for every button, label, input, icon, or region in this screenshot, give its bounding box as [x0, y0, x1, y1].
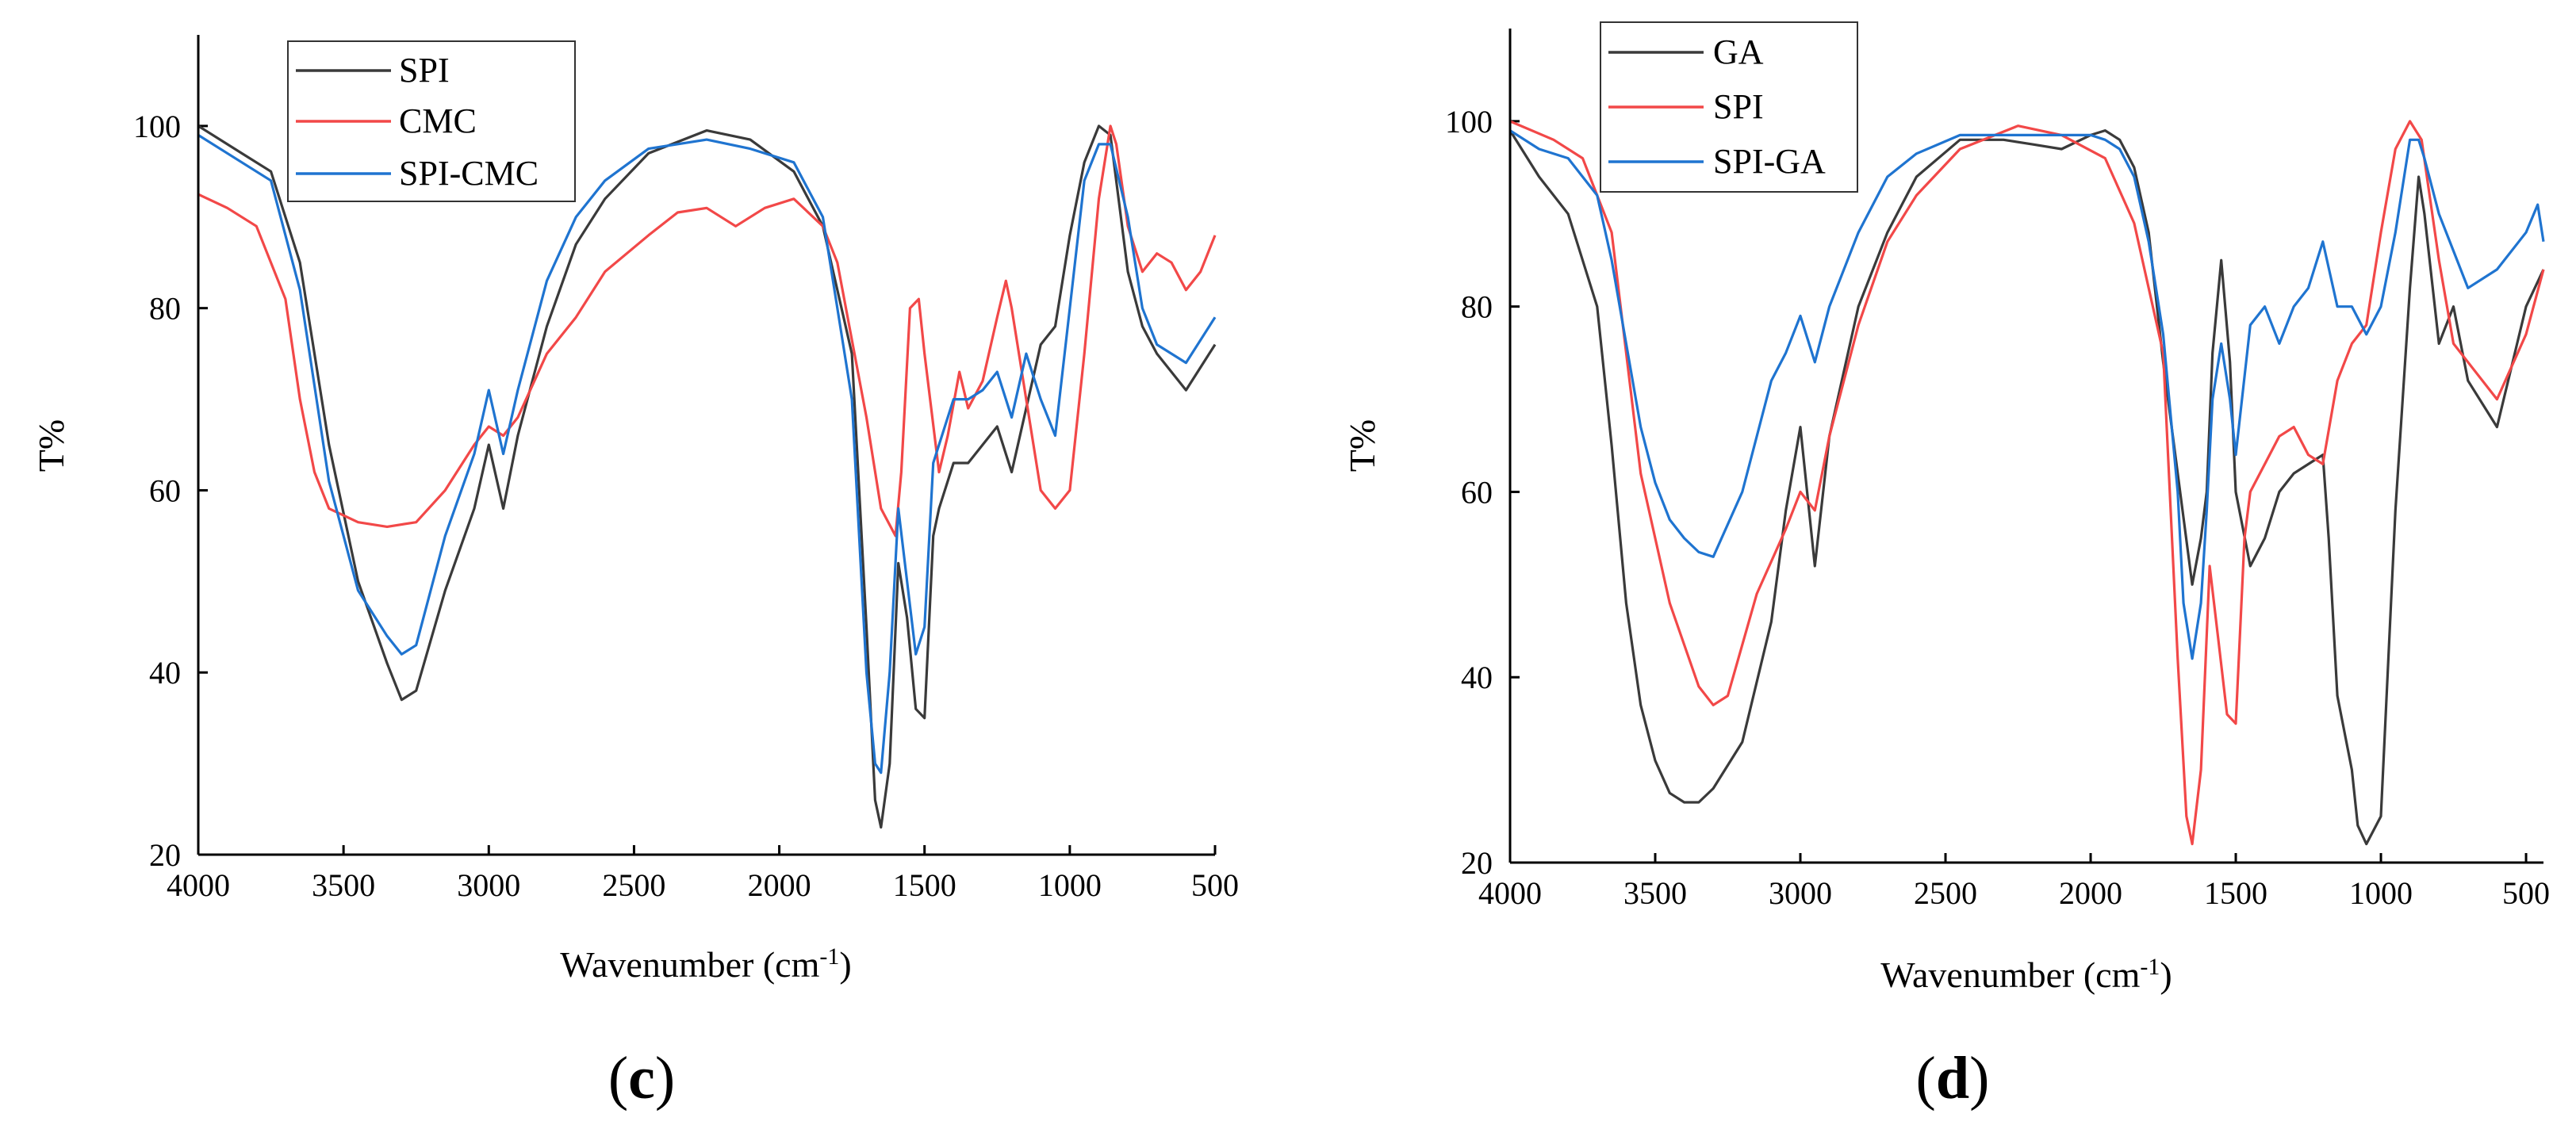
panel-c-plot	[197, 124, 1217, 829]
panel-d-xtick-label: 4000	[1478, 875, 1542, 911]
panel-d-y-axis-label: T%	[1342, 419, 1382, 472]
panel-c-legend-label-spi-cmc: SPI-CMC	[399, 154, 539, 193]
panel-d-ytick-label: 40	[1461, 660, 1493, 695]
panel-c-ytick-label: 80	[149, 291, 181, 327]
panel-d-xtick-label: 500	[2502, 875, 2550, 911]
panel-d-xtick-label: 2000	[2059, 875, 2122, 911]
panel-c-legend: SPI CMC SPI-CMC	[287, 40, 576, 202]
panel-d-ytick-label: 80	[1461, 289, 1493, 325]
panel-d-legend-label-spi: SPI	[1713, 87, 1764, 126]
panel-d-ytick-labels: 20 40 60 80 100	[1445, 104, 1493, 881]
panel-c-xtick-label: 2500	[602, 867, 665, 903]
panel-d-xtick-label: 1500	[2204, 875, 2267, 911]
panel-c-xtick-label: 1000	[1038, 867, 1102, 903]
panel-c-xtick-label: 3000	[457, 867, 520, 903]
panel-d-x-axis-label-sup: -1	[2140, 954, 2160, 980]
panel-c-ytick-label: 100	[133, 109, 181, 144]
panel-c-series-spi-cmc	[197, 134, 1217, 775]
panel-c-y-axis-label: T%	[31, 419, 71, 472]
panel-c-xtick-labels: 4000 3500 3000 2500 2000 1500 1000 500	[167, 867, 1239, 903]
panel-c-grid-ticks	[197, 124, 1217, 856]
panel-d-plot	[1508, 120, 2545, 846]
panel-c-x-axis-label: Wavenumber (cm-1)	[560, 943, 851, 985]
panel-d-legend-label-ga: GA	[1713, 33, 1764, 71]
panel-c-legend-label-cmc: CMC	[399, 101, 477, 140]
panel-c-series-cmc	[197, 124, 1217, 538]
panel-d-x-axis-label-text: Wavenumber (cm	[1880, 955, 2140, 995]
panel-c-ytick-label: 20	[149, 837, 181, 873]
panel-d-x-axis-label: Wavenumber (cm-1)	[1880, 954, 2172, 995]
panel-c-x-axis-label-text: Wavenumber (cm	[560, 944, 819, 985]
panel-d-xtick-labels: 4000 3500 3000 2500 2000 1500 1000 500	[1478, 875, 2550, 911]
panel-d-xtick-label: 3500	[1623, 875, 1687, 911]
panel-c-label-letter: c	[628, 1045, 655, 1112]
panel-d: 4000 3500 3000 2500 2000 1500 1000 500 2…	[1342, 21, 2550, 1112]
panel-d-xtick-label: 2500	[1914, 875, 1977, 911]
panel-c-series-spi	[197, 124, 1217, 829]
panel-c-xtick-label: 4000	[167, 867, 230, 903]
panel-d-label: (d)	[1916, 1045, 1990, 1112]
panel-d-grid-ticks	[1508, 120, 2528, 864]
panel-d-ytick-label: 100	[1445, 104, 1493, 140]
panel-d-ytick-label: 20	[1461, 845, 1493, 881]
panel-c-x-axis-label-sup: -1	[819, 943, 839, 970]
panel-c-ytick-labels: 20 40 60 80 100	[133, 109, 181, 873]
panel-d-legend-label-spi-ga: SPI-GA	[1713, 142, 1826, 181]
panel-d-x-axis-label-close: )	[2160, 955, 2172, 995]
panel-c-label: (c)	[608, 1045, 675, 1112]
panel-d-series-spi-ga	[1509, 129, 2545, 660]
panel-d-legend: GA SPI SPI-GA	[1600, 21, 1858, 193]
panel-d-xtick-label: 3000	[1769, 875, 1832, 911]
panel-d-series-ga	[1508, 129, 2545, 846]
panel-c-x-axis-label-close: )	[839, 944, 851, 985]
panel-d-ytick-label: 60	[1461, 474, 1493, 510]
panel-d-series-spi	[1509, 120, 2545, 846]
panel-c-xtick-label: 2000	[748, 867, 811, 903]
panel-c: 4000 3500 3000 2500 2000 1500 1000 500 2…	[31, 35, 1239, 1112]
panel-c-xtick-label: 1500	[893, 867, 956, 903]
panel-c-xtick-label: 500	[1191, 867, 1239, 903]
panel-d-label-letter: d	[1936, 1045, 1969, 1112]
panel-c-ytick-label: 40	[149, 655, 181, 691]
panel-d-xtick-label: 1000	[2349, 875, 2413, 911]
panel-c-xtick-label: 3500	[312, 867, 375, 903]
panel-c-ytick-label: 60	[149, 473, 181, 508]
panel-c-legend-label-spi: SPI	[399, 51, 450, 90]
